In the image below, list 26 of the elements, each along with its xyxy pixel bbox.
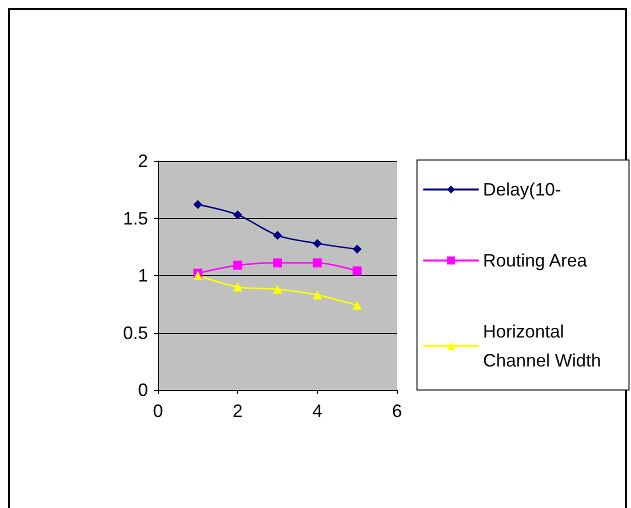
legend-label: Routing Area xyxy=(483,250,588,270)
y-tick-label: 1 xyxy=(138,266,148,286)
point xyxy=(312,290,322,300)
x-tick-label: 2 xyxy=(232,401,243,421)
point xyxy=(312,258,322,268)
point xyxy=(352,244,362,254)
point xyxy=(352,300,362,310)
y-tick-label: 0.5 xyxy=(122,322,148,343)
y-tick-label: 2 xyxy=(138,151,148,171)
point xyxy=(352,266,362,276)
y-tick-label: 1.5 xyxy=(122,208,148,228)
point xyxy=(273,284,282,294)
point xyxy=(193,200,202,210)
x-tick-label: 4 xyxy=(312,401,322,421)
point xyxy=(273,258,282,268)
point xyxy=(233,282,242,292)
point xyxy=(273,230,282,240)
legend-label: Delay(10- xyxy=(483,180,562,200)
point xyxy=(233,210,242,220)
point xyxy=(193,271,202,280)
y-tick-label: 0 xyxy=(138,380,148,400)
x-tick-label: 0 xyxy=(152,401,164,421)
point xyxy=(312,238,322,248)
legend-label: Horizontal Channel Width xyxy=(483,322,602,370)
x-tick-label: 6 xyxy=(392,401,402,421)
point xyxy=(233,260,242,270)
